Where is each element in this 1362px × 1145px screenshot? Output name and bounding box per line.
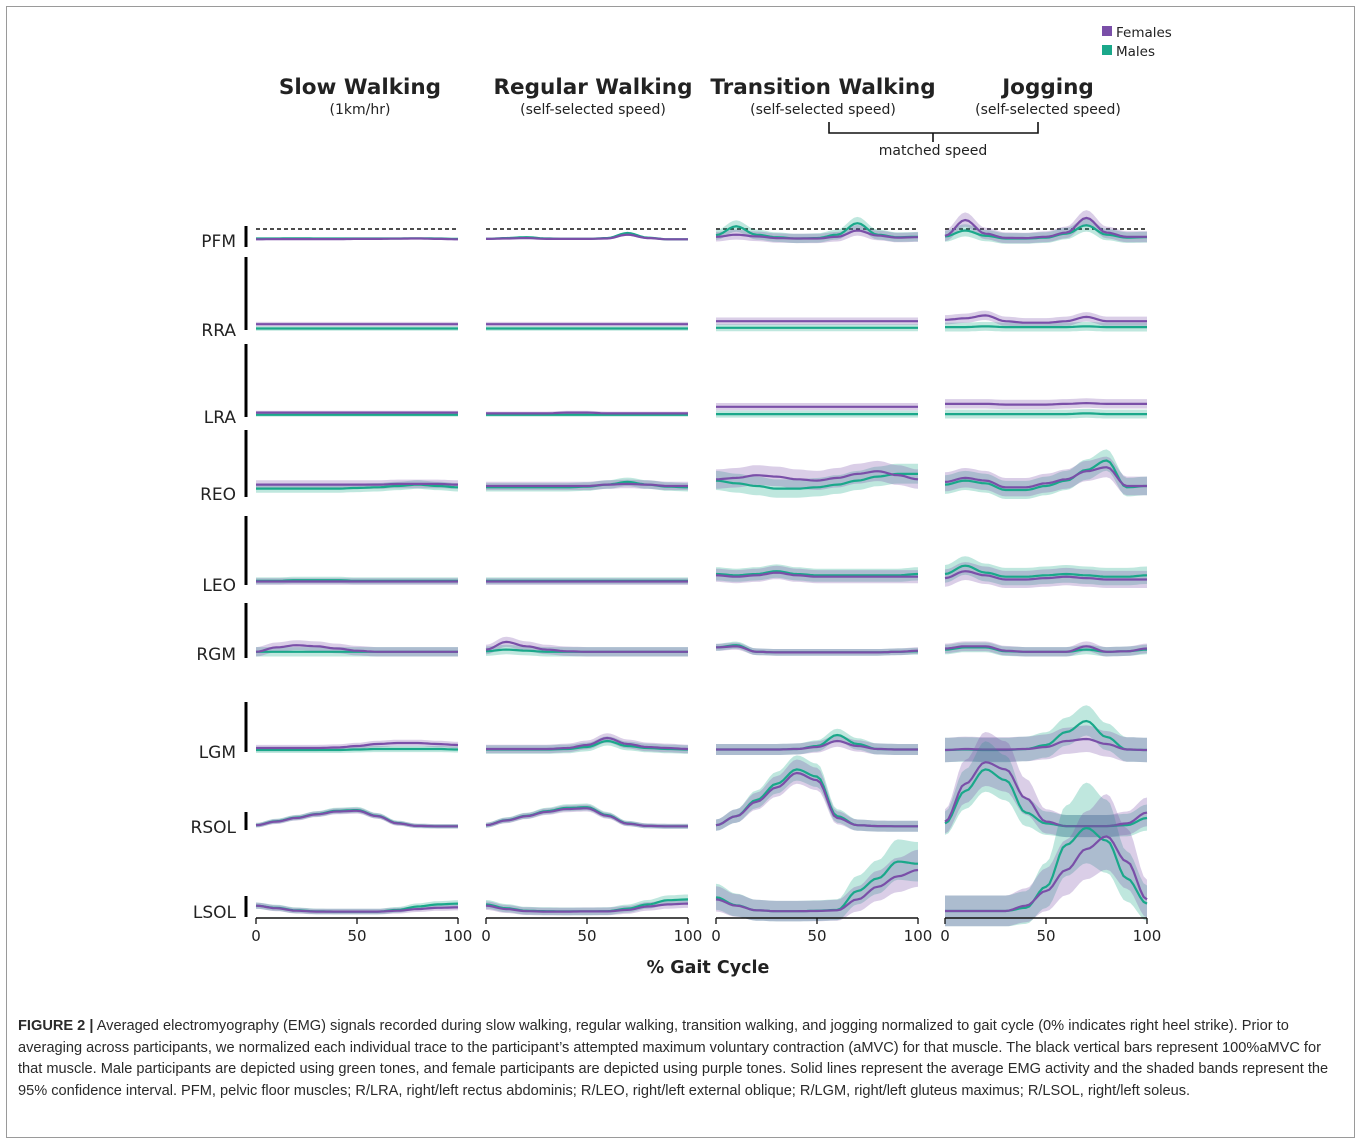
row-label-rgm: RGM bbox=[196, 645, 236, 665]
column-subtitle-1: (self-selected speed) bbox=[520, 102, 666, 118]
band-lsol-3-male bbox=[945, 782, 1147, 927]
column-title-3: Jogging bbox=[1000, 75, 1094, 100]
x-tick-label-2-1: 50 bbox=[807, 927, 826, 945]
row-label-lgm: LGM bbox=[199, 743, 236, 763]
x-tick-label-0-0: 0 bbox=[251, 927, 261, 945]
band-rsol-1-male bbox=[486, 803, 688, 829]
band-rsol-0-male bbox=[256, 806, 458, 829]
line-rsol-2-female bbox=[715, 771, 918, 828]
line-rsol-0-female bbox=[255, 809, 458, 828]
line-lsol-3-female bbox=[945, 835, 1148, 913]
band-lgm-3-male bbox=[945, 705, 1147, 763]
line-lgm-1-female bbox=[486, 736, 689, 751]
figure-frame bbox=[6, 6, 1355, 1138]
line-lsol-2-female bbox=[715, 868, 919, 913]
band-rsol-2-male bbox=[716, 755, 918, 832]
band-lsol-2-male bbox=[716, 839, 918, 922]
figure-caption: FIGURE 2 | Averaged electromyography (EM… bbox=[18, 1016, 1344, 1102]
legend-swatch-females bbox=[1102, 26, 1112, 36]
band-rsol-1-female bbox=[486, 804, 688, 829]
x-tick-label-3-0: 0 bbox=[940, 927, 950, 945]
line-lgm-0-female bbox=[256, 741, 459, 750]
x-tick-label-2-0: 0 bbox=[711, 927, 721, 945]
column-subtitle-3: (self-selected speed) bbox=[975, 102, 1121, 118]
line-reo-0-female bbox=[256, 482, 458, 486]
row-label-lra: LRA bbox=[204, 408, 237, 428]
legend-swatch-males bbox=[1102, 45, 1112, 55]
line-pfm-0-female bbox=[256, 237, 458, 241]
legend-label-males: Males bbox=[1116, 44, 1155, 60]
line-rgm-3-female bbox=[944, 645, 1148, 653]
caption-text: Averaged electromyography (EMG) signals … bbox=[18, 1018, 1329, 1099]
line-rra-3-male bbox=[945, 325, 1147, 329]
line-lgm-3-female bbox=[944, 737, 1147, 752]
x-tick-label-3-2: 100 bbox=[1133, 927, 1162, 945]
row-label-rsol: RSOL bbox=[191, 818, 237, 838]
line-lgm-0-male bbox=[256, 747, 458, 752]
band-rsol-0-female bbox=[256, 807, 458, 829]
line-reo-3-male bbox=[944, 459, 1147, 492]
row-label-reo: REO bbox=[200, 485, 236, 505]
caption-label: FIGURE 2 | bbox=[18, 1018, 94, 1034]
line-rgm-1-female bbox=[485, 640, 688, 653]
line-rsol-3-female bbox=[944, 761, 1148, 828]
matched-speed-label: matched speed bbox=[879, 143, 988, 159]
line-rgm-2-female bbox=[715, 645, 919, 654]
line-leo-2-male bbox=[715, 570, 919, 577]
line-rsol-2-male bbox=[715, 768, 918, 828]
line-leo-2-female bbox=[715, 571, 918, 578]
x-tick-label-0-2: 100 bbox=[444, 927, 473, 945]
line-reo-1-female bbox=[486, 482, 688, 488]
line-leo-3-female bbox=[944, 570, 1147, 581]
band-lgm-3-female bbox=[945, 725, 1147, 763]
x-tick-label-1-2: 100 bbox=[674, 927, 703, 945]
line-lra-3-female bbox=[945, 401, 1147, 406]
x-tick-label-1-0: 0 bbox=[481, 927, 491, 945]
line-reo-3-female bbox=[944, 466, 1147, 489]
band-rgm-3-male bbox=[945, 642, 1147, 657]
band-rgm-3-female bbox=[945, 641, 1147, 657]
line-reo-2-female bbox=[715, 470, 919, 482]
line-rra-3-female bbox=[944, 314, 1147, 324]
band-rsol-2-female bbox=[716, 759, 918, 832]
band-lsol-3-female bbox=[945, 794, 1147, 927]
x-tick-label-2-2: 100 bbox=[904, 927, 933, 945]
line-leo-3-male bbox=[944, 564, 1148, 578]
row-label-rra: RRA bbox=[201, 321, 236, 341]
row-label-pfm: PFM bbox=[201, 232, 236, 252]
line-lra-3-male bbox=[945, 412, 1147, 416]
column-subtitle-2: (self-selected speed) bbox=[750, 102, 896, 118]
line-rgm-0-female bbox=[255, 644, 458, 653]
legend-label-females: Females bbox=[1116, 25, 1172, 41]
x-tick-label-1-1: 50 bbox=[577, 927, 596, 945]
line-lgm-2-female bbox=[716, 739, 918, 751]
band-lsol-2-female bbox=[716, 849, 918, 922]
line-pfm-3-female bbox=[944, 216, 1147, 240]
row-label-leo: LEO bbox=[202, 576, 236, 596]
x-tick-label-3-1: 50 bbox=[1036, 927, 1055, 945]
matched-speed-bracket bbox=[828, 122, 1039, 142]
x-axis-label: % Gait Cycle bbox=[647, 958, 770, 978]
emg-chart: Females Males Slow Walking (1km/hr) Regular … bbox=[191, 25, 1172, 978]
column-title-0: Slow Walking bbox=[279, 75, 441, 100]
band-rsol-3-female bbox=[945, 732, 1147, 838]
line-reo-2-male bbox=[715, 472, 918, 490]
band-rra-3-female bbox=[945, 310, 1147, 328]
band-reo-2-female bbox=[716, 460, 918, 490]
line-lsol-0-female bbox=[255, 904, 458, 913]
line-rsol-1-female bbox=[485, 807, 688, 828]
line-lra-1-female bbox=[486, 411, 688, 415]
column-title-2: Transition Walking bbox=[710, 75, 935, 100]
column-title-1: Regular Walking bbox=[494, 75, 693, 100]
line-pfm-1-female bbox=[486, 233, 688, 241]
line-pfm-2-female bbox=[715, 229, 918, 240]
column-subtitle-0: (1km/hr) bbox=[330, 102, 391, 118]
row-label-lsol: LSOL bbox=[193, 903, 237, 923]
line-lsol-1-female bbox=[485, 902, 689, 913]
x-tick-label-0-1: 50 bbox=[347, 927, 366, 945]
